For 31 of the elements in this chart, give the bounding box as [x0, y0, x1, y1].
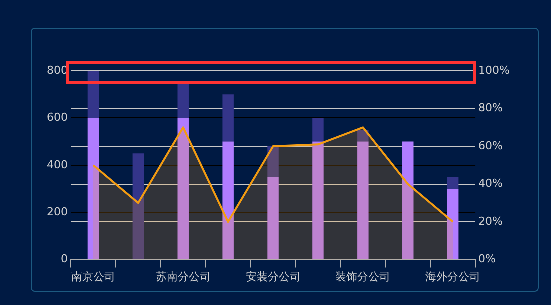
x-tick-label: 安装分公司 [246, 270, 301, 284]
y2-tick-label: 80% [478, 102, 504, 115]
bar [178, 82, 189, 118]
bar [312, 118, 324, 142]
y-tick-label: 200 [46, 205, 68, 218]
bar [268, 146, 279, 178]
y2-tick-label: 60% [478, 139, 504, 152]
y2-tick-label: 40% [478, 177, 504, 190]
y2-tick-label: 20% [478, 214, 504, 228]
bar [358, 130, 369, 142]
y2-tick-label: 100% [478, 64, 510, 77]
bar [222, 94, 234, 142]
x-tick-label: 苏南分公司 [156, 270, 211, 284]
x-tick-label: 装饰分公司 [336, 270, 391, 284]
bar [447, 177, 459, 189]
y-tick-label: 600 [46, 111, 68, 124]
bar [222, 142, 234, 260]
bar [88, 118, 100, 260]
bar [312, 142, 324, 260]
x-tick-label: 南京公司 [71, 270, 116, 284]
y-tick-label: 400 [46, 158, 68, 172]
bar [268, 177, 279, 260]
y-tick-label: 0 [60, 252, 68, 266]
bar [132, 154, 144, 260]
y2-tick-label: 0% [478, 252, 496, 266]
bar [178, 118, 189, 260]
bar [358, 142, 369, 260]
bar [88, 71, 100, 118]
x-tick-label: 海外分公司 [426, 270, 481, 284]
bar [447, 189, 459, 260]
bar [402, 142, 414, 260]
